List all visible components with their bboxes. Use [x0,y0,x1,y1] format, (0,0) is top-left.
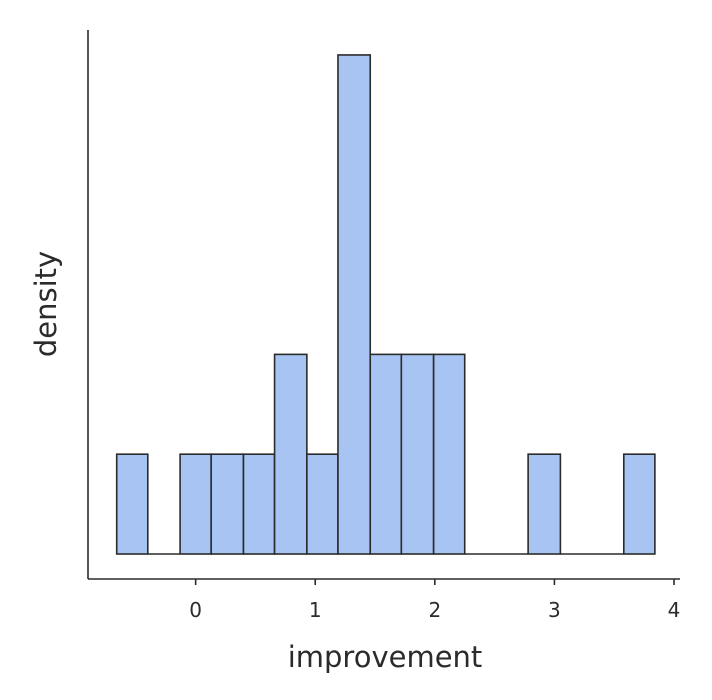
histogram-bar [242,453,276,555]
histogram-bar [210,453,245,555]
x-axis-title: improvement [288,640,483,674]
bars-group [115,54,656,555]
histogram-bar [179,453,212,555]
histogram-bar [337,54,372,555]
x-tick-label: 1 [309,598,322,622]
histogram-bar [115,453,149,555]
histogram-bar [400,353,435,555]
histogram-bar [432,353,466,555]
y-axis-title: density [29,251,63,357]
x-tick-label: 0 [189,598,202,622]
histogram-bar [273,353,308,555]
x-tick-label: 4 [668,598,681,622]
histogram-bar [306,453,339,555]
histogram-bar [527,453,562,555]
x-ticks-group: 0 1 2 3 4 [189,579,680,622]
histogram-bar [622,453,656,555]
x-tick-label: 2 [428,598,441,622]
x-tick-label: 3 [548,598,561,622]
histogram-bar [369,353,403,555]
